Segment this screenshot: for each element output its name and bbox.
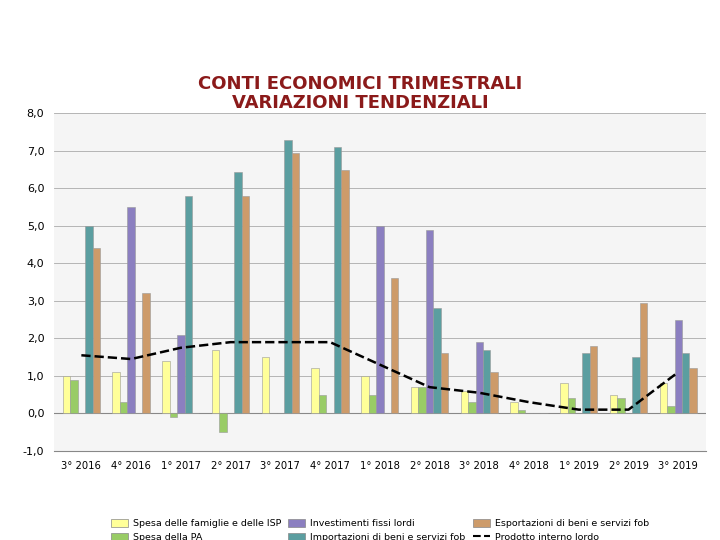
Bar bbox=[639, 303, 647, 414]
Bar bbox=[112, 372, 120, 414]
Bar bbox=[261, 357, 269, 414]
Bar bbox=[660, 383, 667, 414]
Bar bbox=[468, 402, 475, 414]
Bar bbox=[682, 353, 690, 414]
Bar bbox=[632, 357, 639, 414]
Bar bbox=[475, 342, 483, 414]
Bar bbox=[582, 353, 590, 414]
Bar bbox=[242, 196, 249, 414]
Bar bbox=[93, 248, 100, 414]
Bar bbox=[441, 353, 448, 414]
Bar bbox=[411, 387, 418, 414]
Bar bbox=[490, 372, 498, 414]
Bar bbox=[170, 414, 177, 417]
Bar bbox=[334, 147, 341, 414]
Bar bbox=[162, 361, 170, 414]
Text: 3° trimestre 2019: 3° trimestre 2019 bbox=[50, 45, 150, 56]
Bar bbox=[292, 153, 299, 414]
Bar bbox=[85, 226, 93, 414]
Bar bbox=[341, 170, 348, 414]
Bar bbox=[690, 368, 697, 414]
Bar bbox=[418, 387, 426, 414]
Bar bbox=[177, 335, 184, 414]
Bar bbox=[361, 376, 369, 414]
Bar bbox=[610, 395, 617, 414]
Bar bbox=[63, 376, 70, 414]
Bar bbox=[184, 196, 192, 414]
Bar bbox=[312, 368, 319, 414]
Bar bbox=[426, 230, 433, 414]
Bar bbox=[617, 399, 625, 414]
Bar bbox=[220, 414, 227, 432]
Bar bbox=[590, 346, 598, 414]
Bar bbox=[483, 350, 490, 414]
Bar bbox=[391, 279, 398, 414]
Bar bbox=[567, 399, 575, 414]
Text: VARIAZIONI TENDENZIALI: VARIAZIONI TENDENZIALI bbox=[232, 93, 488, 112]
Bar bbox=[560, 383, 567, 414]
Bar bbox=[284, 140, 292, 414]
Bar bbox=[120, 402, 127, 414]
Bar bbox=[212, 350, 220, 414]
Bar bbox=[518, 410, 526, 414]
Bar bbox=[369, 395, 376, 414]
Bar bbox=[234, 172, 242, 414]
Bar bbox=[70, 380, 78, 414]
Bar bbox=[675, 320, 682, 414]
Bar bbox=[143, 293, 150, 414]
Text: CONTI ECONOMICI TRIMESTRALI: CONTI ECONOMICI TRIMESTRALI bbox=[198, 75, 522, 93]
Text: Indagine trimestrale sulla congiuntura in provincia di Trento: Indagine trimestrale sulla congiuntura i… bbox=[50, 17, 384, 28]
Bar bbox=[433, 308, 441, 414]
Bar bbox=[510, 402, 518, 414]
Legend: Spesa delle famiglie e delle ISP, Spesa della PA, Investimenti fissi lordi, Impo: Spesa delle famiglie e delle ISP, Spesa … bbox=[107, 515, 652, 540]
Bar bbox=[667, 406, 675, 414]
Bar bbox=[319, 395, 326, 414]
Bar bbox=[461, 391, 468, 414]
Bar bbox=[376, 226, 384, 414]
Bar bbox=[127, 207, 135, 414]
